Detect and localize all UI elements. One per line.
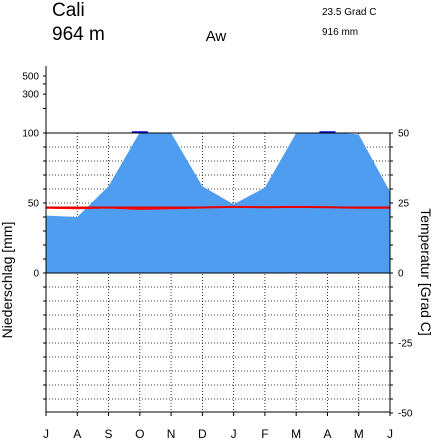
month-label: A: [323, 427, 331, 440]
left-tick-label: 0: [33, 269, 39, 280]
chart-subtitle: 964 m: [52, 24, 105, 45]
left-tick-label: 50: [28, 199, 40, 210]
axes: [43, 66, 393, 416]
month-label: O: [135, 427, 144, 440]
month-label: J: [387, 427, 393, 440]
y-axis-label-left: Niederschlag [mm]: [0, 222, 15, 339]
y-axis-label-right: Temperatur [Grad C]: [418, 208, 433, 336]
right-tick-label: -25: [398, 339, 413, 350]
precipitation-fill: [46, 132, 390, 273]
tick-labels: 0 50 100 300 500 50 25 0 -25 -50 J A S O N D J F M A M J: [22, 72, 413, 440]
chart-title: Cali: [52, 0, 85, 21]
precipitation-area: [46, 131, 390, 273]
month-label: M: [291, 427, 301, 440]
annual-precipitation-label: 916 mm: [322, 27, 358, 38]
left-tick-label: 100: [22, 129, 39, 140]
month-label: S: [105, 427, 113, 440]
left-tick-label: 500: [22, 72, 39, 83]
month-label: N: [167, 427, 176, 440]
annual-temperature-label: 23.5 Grad C: [322, 7, 376, 18]
temperature-line: [45, 205, 390, 210]
left-tick-label: 300: [22, 90, 39, 101]
climate-class-label: Aw: [206, 28, 227, 45]
right-tick-label: -50: [398, 409, 413, 420]
month-label: A: [73, 427, 81, 440]
right-tick-label: 25: [398, 199, 410, 210]
month-label: F: [261, 427, 268, 440]
month-label: D: [198, 427, 207, 440]
right-tick-label: 50: [398, 129, 410, 140]
month-label: M: [354, 427, 364, 440]
month-label: J: [43, 427, 49, 440]
right-tick-label: 0: [398, 269, 404, 280]
month-label: J: [231, 427, 237, 440]
